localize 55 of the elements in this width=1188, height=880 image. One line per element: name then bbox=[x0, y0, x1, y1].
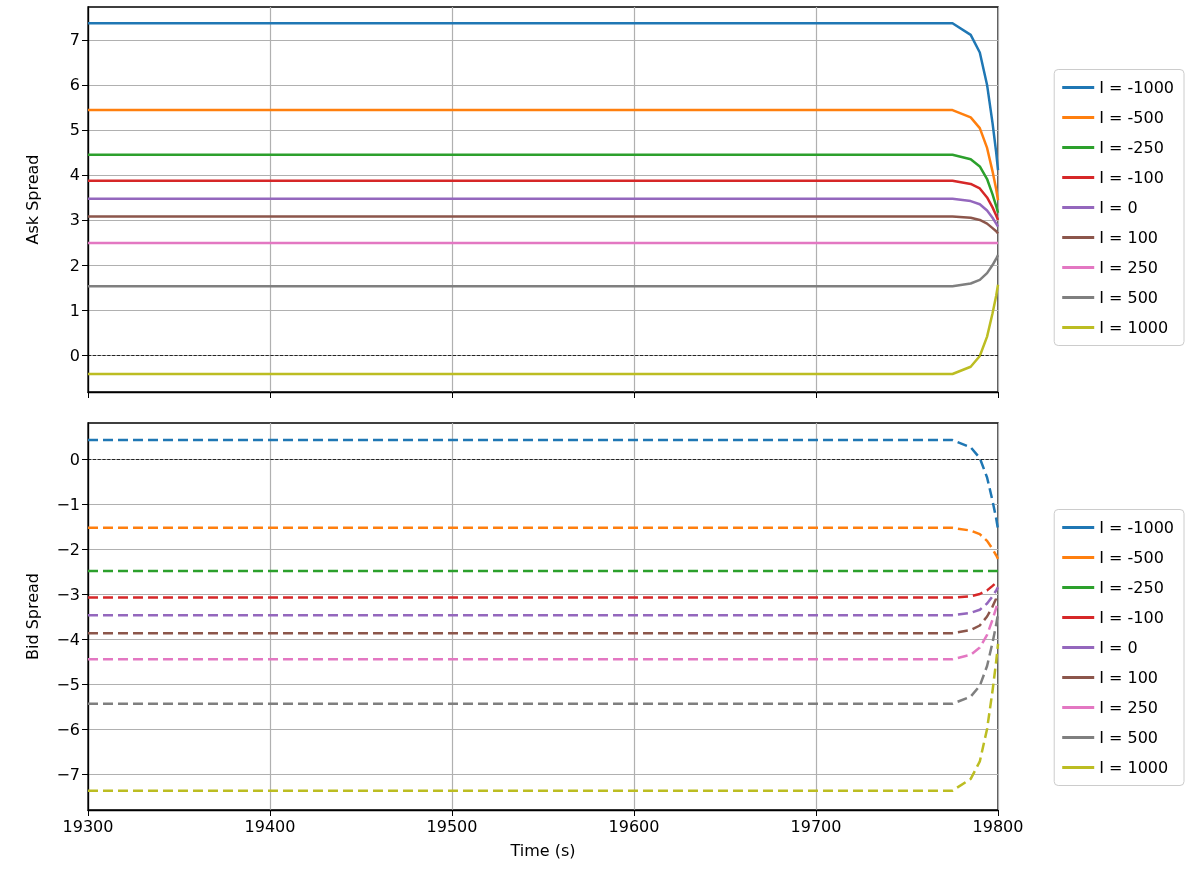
y-axis-title: Bid Spread bbox=[22, 572, 42, 661]
x-tick-label: 19800 bbox=[972, 816, 1024, 836]
legend-label: I = -1000 bbox=[1099, 78, 1175, 97]
x-tick-label: 19300 bbox=[62, 816, 114, 836]
y-tick-label: 7 bbox=[69, 30, 80, 50]
y-tick-label: −1 bbox=[56, 494, 80, 514]
line-series bbox=[86, 253, 1000, 288]
y-tick-label: −3 bbox=[56, 584, 80, 604]
y-tick-label: 6 bbox=[69, 75, 80, 95]
y-tick-label: −4 bbox=[56, 629, 80, 649]
y-tick-label: −5 bbox=[56, 674, 80, 694]
legend-label: I = -1000 bbox=[1099, 518, 1175, 537]
y-tick-label: −2 bbox=[56, 539, 80, 559]
line-series bbox=[86, 642, 1000, 792]
line-series bbox=[86, 586, 1000, 617]
y-tick-label: 4 bbox=[69, 165, 80, 185]
legend-label: I = 0 bbox=[1099, 198, 1138, 217]
legend-label: I = 100 bbox=[1099, 668, 1159, 687]
y-tick-label: −6 bbox=[56, 719, 80, 739]
line-series bbox=[86, 526, 1000, 561]
legend-label: I = -100 bbox=[1099, 608, 1164, 627]
x-tick-label: 19400 bbox=[244, 816, 296, 836]
line-series bbox=[86, 438, 1000, 531]
y-tick-label: 5 bbox=[69, 120, 80, 140]
legend-label: I = -500 bbox=[1099, 548, 1164, 567]
legend-label: I = 250 bbox=[1099, 698, 1159, 717]
line-series bbox=[86, 197, 1000, 228]
x-tick-label: 19600 bbox=[608, 816, 660, 836]
x-axis-title: Time (s) bbox=[509, 840, 576, 860]
legend-label: I = 500 bbox=[1099, 288, 1159, 307]
y-axis-title: Ask Spread bbox=[22, 154, 42, 245]
legend-label: I = 0 bbox=[1099, 638, 1138, 657]
legend-label: I = -100 bbox=[1099, 168, 1164, 187]
line-series bbox=[86, 153, 1000, 215]
y-tick-label: 0 bbox=[69, 449, 80, 469]
legend-label: I = 1000 bbox=[1099, 318, 1169, 337]
legend-label: I = -500 bbox=[1099, 108, 1164, 127]
line-series bbox=[86, 179, 1000, 222]
legend-label: I = 100 bbox=[1099, 228, 1159, 247]
y-tick-label: 2 bbox=[69, 255, 80, 275]
legend-label: I = -250 bbox=[1099, 578, 1164, 597]
legend-label: I = 250 bbox=[1099, 258, 1159, 277]
y-tick-label: −7 bbox=[56, 764, 80, 784]
x-tick-label: 19700 bbox=[790, 816, 842, 836]
legend-label: I = -250 bbox=[1099, 138, 1164, 157]
line-series bbox=[86, 215, 1000, 235]
line-series bbox=[86, 21, 1000, 172]
line-series bbox=[86, 108, 1000, 202]
y-tick-label: 1 bbox=[69, 300, 80, 320]
legend-label: I = 500 bbox=[1099, 728, 1159, 747]
line-series bbox=[86, 283, 1000, 376]
y-tick-label: 3 bbox=[69, 210, 80, 230]
y-tick-label: 0 bbox=[69, 345, 80, 365]
legend-label: I = 1000 bbox=[1099, 758, 1169, 777]
x-tick-label: 19500 bbox=[426, 816, 478, 836]
